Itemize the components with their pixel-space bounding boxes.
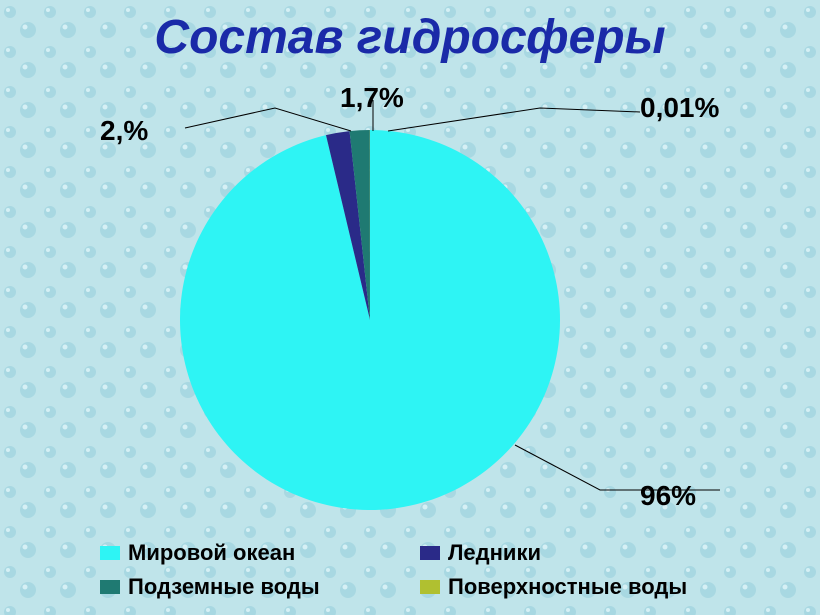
callout-label-0: 2,% [100,115,148,147]
callout-label-2: 0,01% [640,92,719,124]
legend-item-1: Ледники [420,540,740,566]
legend-label-3: Поверхностные воды [448,574,687,600]
legend-label-2: Подземные воды [128,574,320,600]
callout-line-0 [185,108,351,131]
legend-swatch-0 [100,546,120,560]
legend-item-0: Мировой океан [100,540,420,566]
callout-label-3: 96% [640,480,696,512]
legend-label-1: Ледники [448,540,541,566]
callout-label-1: 1,7% [340,82,404,114]
legend-label-0: Мировой океан [128,540,295,566]
callout-line-2 [388,108,640,131]
pie-slice-0 [180,130,560,510]
legend-swatch-2 [100,580,120,594]
legend-item-2: Подземные воды [100,574,420,600]
chart-stage: Состав гидросферы 2,% 1,7% 0,01% 96% Мир… [0,0,820,615]
legend-swatch-1 [420,546,440,560]
legend-item-3: Поверхностные воды [420,574,740,600]
legend-swatch-3 [420,580,440,594]
legend: Мировой океан Ледники Подземные воды Пов… [100,540,740,600]
